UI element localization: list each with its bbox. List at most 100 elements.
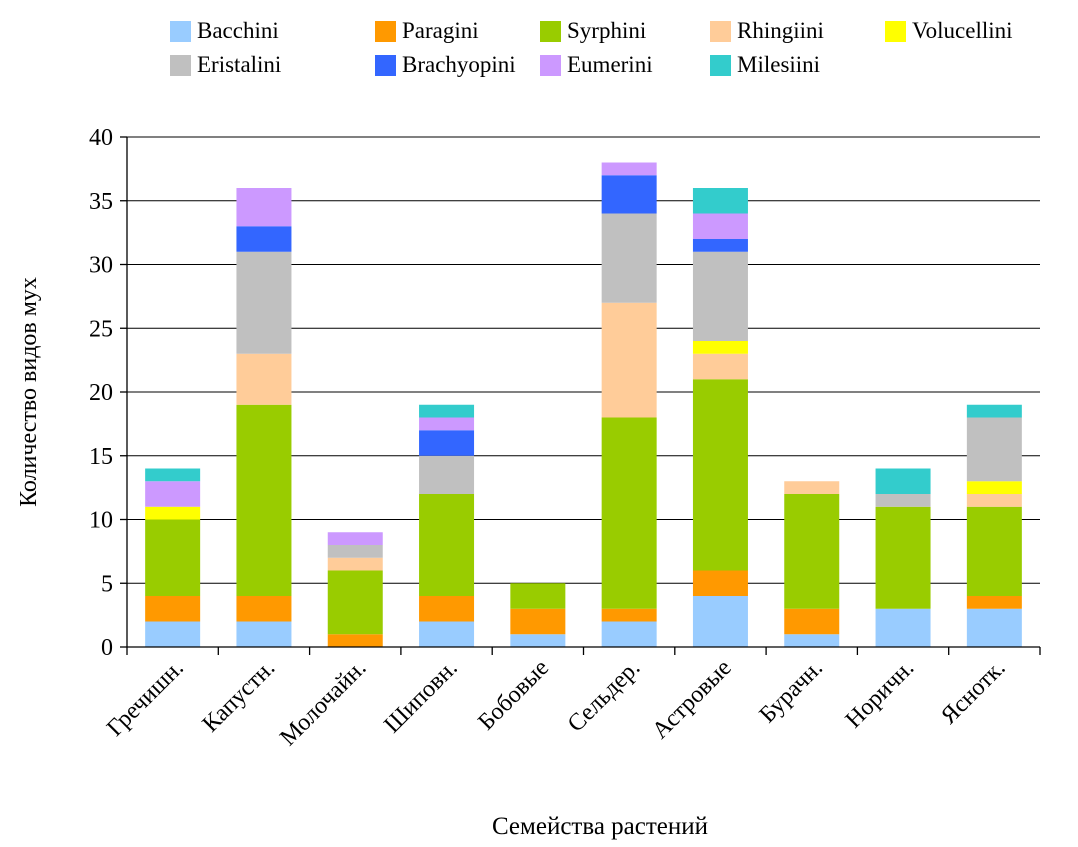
legend-swatch	[540, 20, 561, 42]
bar-segment-bacchini	[875, 608, 931, 647]
bar-segment-volucellini	[145, 506, 201, 520]
legend-item-volucellini: Volucellini	[885, 18, 1055, 44]
legend-swatch	[170, 54, 191, 76]
legend-item-bacchini: Bacchini	[170, 18, 375, 44]
bars	[145, 162, 1022, 647]
bar-segment-rhingiini	[784, 481, 840, 494]
legend-swatch	[375, 54, 396, 76]
x-ticks: Гречишн. Капустн.Молочайн. Шиповн. Бобовые С…	[102, 647, 1041, 751]
bar-segment-milesiini	[966, 404, 1022, 418]
bar-segment-bacchini	[419, 621, 475, 647]
legend-label: Eumerini	[567, 52, 653, 77]
bar-segment-paragini	[419, 596, 475, 622]
bar-segment-bacchini	[145, 621, 201, 647]
y-tick-label: 40	[89, 125, 113, 151]
bar-segment-volucellini	[692, 341, 748, 354]
x-tick-label: Капустн.	[198, 655, 281, 738]
legend-swatch	[710, 20, 731, 42]
bar-segment-eumerini	[236, 188, 292, 227]
bar-segment-milesiini	[692, 188, 748, 214]
y-ticks: 0 5 10 15 20 25 30 35 40	[89, 125, 127, 661]
bar-segment-eristalini	[692, 251, 748, 341]
bar-segment-rhingiini	[692, 353, 748, 380]
legend: Bacchini Paragini Syrphini Rhingiini Volucel…	[170, 14, 1070, 82]
bar-segment-eumerini	[692, 213, 748, 239]
y-tick-label: 25	[89, 316, 113, 342]
bar-segment-syrphini	[236, 404, 292, 596]
x-tick-label: Астровые	[647, 655, 736, 744]
y-tick-label: 20	[89, 380, 113, 406]
bar-segment-brachyopini	[601, 175, 657, 214]
bar-segment-milesiini	[145, 468, 201, 482]
legend-item-rhingiini: Rhingiini	[710, 18, 885, 44]
bar-segment-syrphini	[692, 379, 748, 571]
bar-segment-eumerini	[327, 532, 383, 545]
x-axis-label: Семейства растений	[492, 813, 708, 840]
x-tick-label: Молочайн.	[275, 655, 371, 751]
bar-segment-volucellini	[966, 481, 1022, 494]
legend-label: Milesiini	[737, 52, 821, 77]
legend-row: Eristalini Brachyopini Eumerini Milesiini	[170, 48, 1070, 82]
bar-segment-paragini	[327, 634, 383, 647]
x-tick-label: Сельдер.	[563, 655, 646, 738]
bar-segment-paragini	[145, 596, 201, 622]
bar-segment-bacchini	[236, 621, 292, 647]
legend-swatch	[170, 20, 191, 42]
bar-segment-bacchini	[966, 608, 1022, 647]
bar-segment-milesiini	[419, 404, 475, 418]
bar-segment-rhingiini	[327, 557, 383, 571]
bar-segment-syrphini	[601, 417, 657, 609]
legend-item-milesiini: Milesiini	[710, 52, 885, 78]
bar-segment-eristalini	[875, 494, 931, 507]
bar-segment-eristalini	[601, 213, 657, 303]
bar-segment-bacchini	[784, 634, 840, 647]
bar-segment-brachyopini	[419, 430, 475, 456]
legend-swatch	[375, 20, 396, 42]
bar-segment-eumerini	[419, 417, 475, 431]
bar-segment-paragini	[784, 608, 840, 635]
bar-segment-milesiini	[875, 468, 931, 494]
x-tick-label: Яснотк.	[936, 655, 1010, 729]
bar-segment-syrphini	[327, 570, 383, 635]
legend-label: Brachyopini	[402, 52, 516, 77]
bar-segment-paragini	[236, 596, 292, 622]
bar-segment-rhingiini	[601, 302, 657, 418]
x-tick-label: Бобовые	[473, 655, 554, 736]
y-tick-label: 5	[101, 571, 113, 597]
bar-segment-bacchini	[601, 621, 657, 647]
legend-swatch	[710, 54, 731, 76]
legend-label: Eristalini	[197, 52, 282, 77]
bar-segment-eumerini	[145, 481, 201, 507]
bar-segment-paragini	[966, 596, 1022, 609]
y-tick-label: 30	[89, 253, 113, 279]
legend-row: Bacchini Paragini Syrphini Rhingiini Volucel…	[170, 14, 1070, 48]
bar-segment-rhingiini	[966, 494, 1022, 507]
bar-segment-syrphini	[784, 494, 840, 609]
bar-segment-brachyopini	[692, 239, 748, 252]
bar-segment-bacchini	[510, 634, 566, 647]
bar-segment-syrphini	[510, 583, 566, 609]
legend-item-eristalini: Eristalini	[170, 52, 375, 78]
bar-segment-eristalini	[966, 417, 1022, 482]
legend-label: Rhingiini	[737, 18, 824, 43]
bar-segment-eumerini	[601, 162, 657, 176]
y-tick-label: 10	[89, 508, 113, 534]
bar-segment-brachyopini	[236, 226, 292, 252]
legend-item-paragini: Paragini	[375, 18, 540, 44]
bar-segment-eristalini	[327, 545, 383, 558]
legend-label: Bacchini	[197, 18, 279, 43]
legend-label: Paragini	[402, 18, 479, 43]
legend-item-syrphini: Syrphini	[540, 18, 710, 44]
y-axis-label: Количество видов мух	[16, 277, 42, 507]
bar-segment-rhingiini	[236, 353, 292, 405]
bar-segment-bacchini	[692, 596, 748, 647]
bar-segment-paragini	[601, 608, 657, 622]
bar-segment-eristalini	[236, 251, 292, 354]
legend-swatch	[540, 54, 561, 76]
legend-label: Syrphini	[567, 18, 647, 43]
y-tick-label: 15	[89, 444, 113, 470]
legend-swatch	[885, 20, 906, 42]
bar-segment-paragini	[692, 570, 748, 596]
bar-segment-syrphini	[966, 506, 1022, 596]
